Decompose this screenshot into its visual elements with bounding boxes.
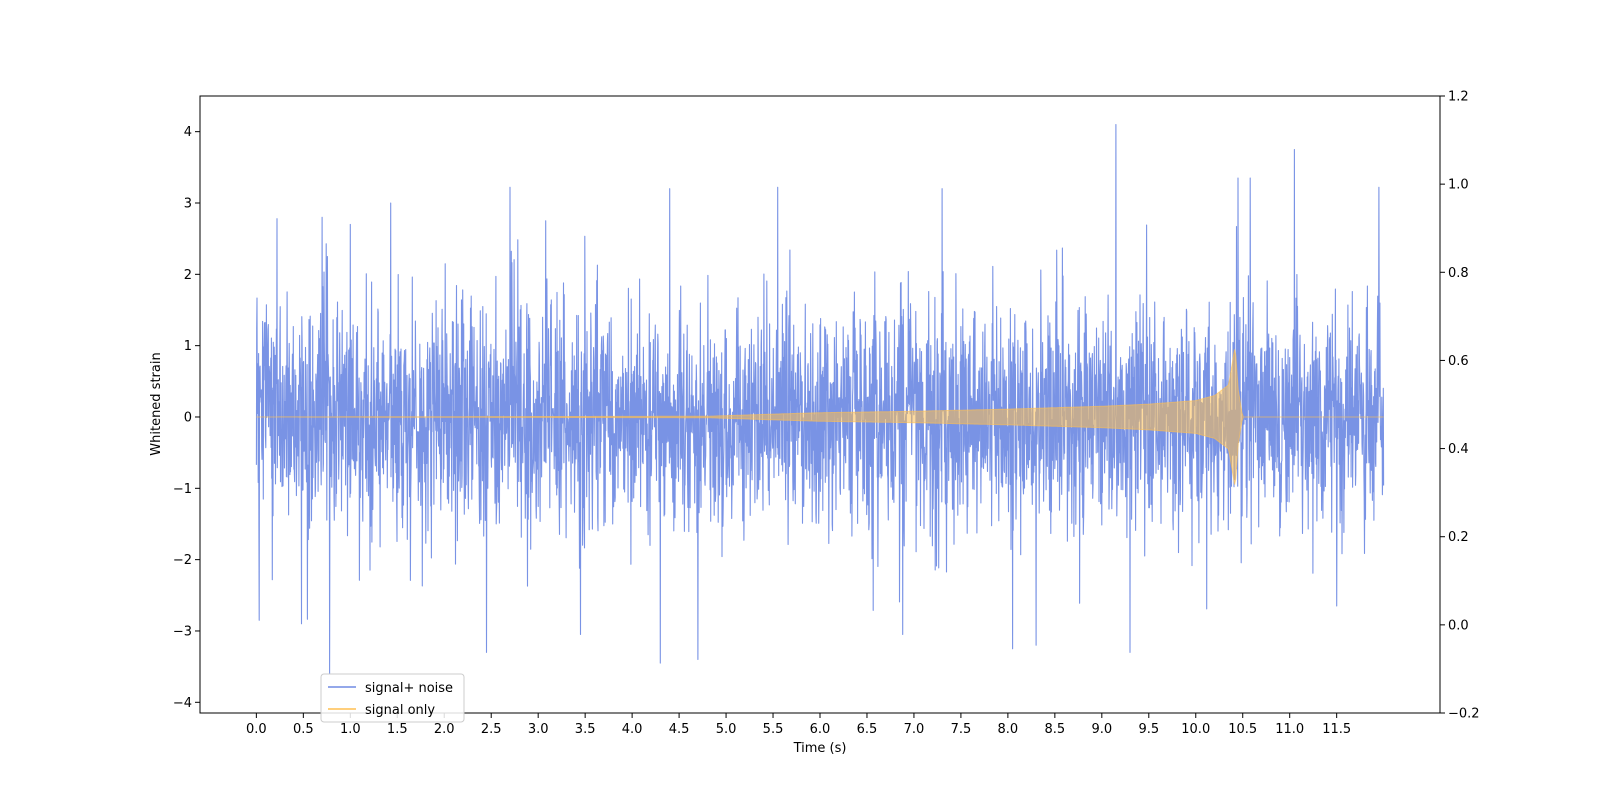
x-tick-label: 1.5 (387, 722, 408, 737)
x-tick-label: 7.5 (951, 722, 972, 737)
y2-tick-label: 0.6 (1448, 354, 1469, 369)
y-tick-label: −2 (173, 553, 192, 568)
x-tick-label: 4.5 (669, 722, 690, 737)
x-tick-label: 5.5 (763, 722, 784, 737)
legend-label-signal-only: signal only (365, 703, 435, 718)
x-tick-label: 6.5 (857, 722, 878, 737)
x-tick-label: 0.5 (293, 722, 314, 737)
y-tick-label: 1 (184, 339, 192, 354)
y-tick-label: 3 (184, 196, 192, 211)
x-tick-label: 5.0 (716, 722, 737, 737)
y-axis-right: −0.2 0.0 0.2 0.4 0.6 0.8 1.0 1.2 (1440, 90, 1480, 722)
y2-tick-label: 0.4 (1448, 442, 1469, 457)
legend-box (320, 673, 465, 723)
y-tick-label: 0 (184, 410, 192, 425)
x-tick-label: 0.0 (246, 722, 267, 737)
x-tick-label: 8.0 (998, 722, 1019, 737)
x-tick-label: 10.5 (1228, 722, 1257, 737)
y-tick-label: −1 (173, 482, 192, 497)
x-tick-label: 6.0 (810, 722, 831, 737)
x-tick-label: 10.0 (1181, 722, 1210, 737)
x-tick-label: 2.5 (481, 722, 502, 737)
legend-label-signal-noise: signal+ noise (365, 681, 453, 696)
x-tick-label: 11.5 (1322, 722, 1351, 737)
series-signal-noise (255, 123, 1385, 675)
x-tick-label: 9.5 (1138, 722, 1159, 737)
x-tick-label: 2.0 (434, 722, 455, 737)
series-layer (255, 123, 1385, 675)
x-tick-label: 11.0 (1275, 722, 1304, 737)
y2-tick-label: −0.2 (1448, 707, 1480, 722)
x-tick-label: 1.0 (340, 722, 361, 737)
y2-tick-label: 0.0 (1448, 618, 1469, 633)
x-tick-label: 7.0 (904, 722, 925, 737)
x-tick-label: 9.0 (1091, 722, 1112, 737)
y-axis-left: −4 −3 −2 −1 0 1 2 3 4 (173, 125, 200, 711)
x-tick-label: 4.0 (622, 722, 643, 737)
y-tick-label: −4 (173, 696, 192, 711)
x-tick-label: 3.0 (528, 722, 549, 737)
y2-tick-label: 1.2 (1448, 90, 1469, 105)
y2-tick-label: 1.0 (1448, 178, 1469, 193)
legend: signal+ noise signal only (320, 673, 465, 723)
y-axis-label: Whitened strain (149, 352, 164, 455)
y-tick-label: −3 (173, 624, 192, 639)
series-signal-only (256, 349, 1384, 485)
y2-tick-label: 0.8 (1448, 266, 1469, 281)
y2-tick-label: 0.2 (1448, 530, 1469, 545)
y-tick-label: 4 (184, 125, 192, 140)
x-tick-label: 8.5 (1045, 722, 1066, 737)
x-tick-label: 3.5 (575, 722, 596, 737)
y-tick-label: 2 (184, 268, 192, 283)
x-axis: 0.0 0.5 1.0 1.5 2.0 2.5 3.0 3.5 4.0 4.5 5.0 5.5 6.0 6… (246, 713, 1351, 737)
x-axis-label: Time (s) (793, 741, 847, 756)
